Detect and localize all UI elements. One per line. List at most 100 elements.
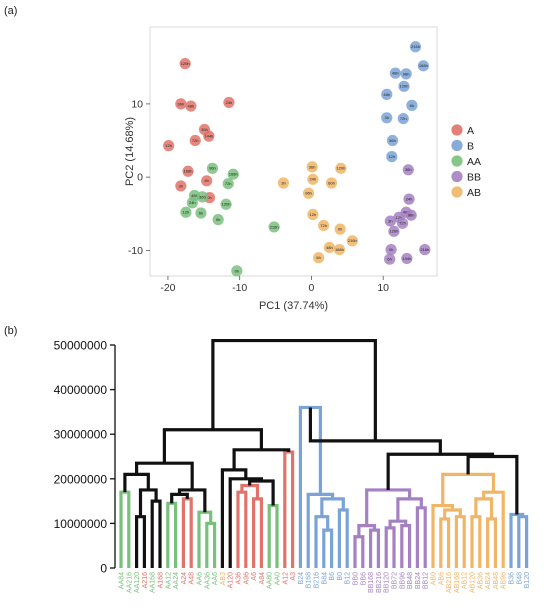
point-label: 168h (335, 247, 344, 252)
dendrogram-link (400, 524, 412, 568)
point-marker (277, 177, 290, 189)
dendrogram-link (135, 515, 146, 568)
dendrogram-link (150, 499, 162, 568)
leaf-label: A24 (181, 572, 188, 585)
data-point-b: 120h (398, 80, 410, 92)
leaf-label: AA6 (212, 572, 219, 585)
point-label: 96h (209, 166, 216, 171)
point-label: 24h (189, 200, 196, 205)
dendrogram-link (322, 528, 334, 568)
point-label: 24h (226, 100, 233, 105)
point-marker (222, 178, 234, 190)
point-label: 3h (179, 183, 183, 188)
point-marker (419, 244, 431, 256)
point-label: 6h (316, 255, 320, 260)
point-label: 96h (178, 101, 185, 106)
dendrogram-link (486, 517, 497, 568)
dendrogram-link (211, 338, 377, 441)
data-point-bb: 216h (419, 244, 431, 256)
point-marker (206, 162, 219, 174)
y-tick-label: 50000000 (54, 339, 108, 353)
data-point-a: 96h (175, 98, 187, 110)
data-point-b: 6h (406, 99, 418, 111)
point-marker (196, 191, 208, 203)
dendrogram-link (166, 501, 178, 568)
point-marker (385, 244, 397, 256)
data-point-a: 12h (163, 140, 175, 152)
point-marker (185, 100, 197, 112)
point-label: 216h (411, 44, 420, 49)
dendrogram-link (384, 526, 396, 568)
data-point-bb: 6h (384, 253, 396, 265)
leaf-label: B216 (314, 572, 321, 588)
data-point-ab: 3h (277, 177, 290, 189)
point-label: 168h (229, 172, 238, 177)
leaf-label: AA84 (119, 572, 126, 589)
leaf-label: BB120 (384, 572, 391, 593)
point-marker (400, 68, 412, 80)
leaf-label: AA12 (165, 572, 172, 589)
data-point-ab: 0h (334, 223, 346, 235)
point-label: 216h (270, 224, 279, 229)
point-label: 48h (188, 103, 195, 108)
dendrogram-link (369, 528, 380, 568)
leaf-label: AB24 (485, 572, 492, 589)
leaf-label: BB72 (392, 572, 399, 589)
point-marker (175, 180, 187, 192)
point-marker (325, 177, 338, 189)
leaf-label: AB6 (438, 572, 445, 585)
dendrogram-link (439, 517, 451, 568)
x-axis-title: PC1 (37.74%) (259, 300, 328, 312)
point-marker (203, 130, 215, 142)
point-label: 6h (410, 103, 414, 108)
point-marker (397, 112, 409, 125)
point-marker (384, 253, 396, 265)
data-point-a: 168h (182, 165, 194, 177)
point-marker (346, 235, 358, 247)
point-label: 12h (165, 143, 172, 148)
point-marker (386, 134, 399, 147)
point-marker (182, 165, 194, 177)
point-marker (163, 140, 175, 152)
point-marker (417, 60, 429, 72)
point-marker (398, 80, 410, 92)
y-tick-label: 40000000 (54, 383, 108, 397)
data-point-a: 120h (179, 58, 191, 70)
point-marker (396, 217, 409, 229)
y-tick-label: 30000000 (54, 428, 108, 442)
point-label: 60h (328, 180, 335, 185)
leaf-label: BB96 (399, 572, 406, 589)
leaf-label: AB3 (220, 572, 227, 585)
point-label: 6h (387, 257, 391, 262)
data-point-ab: 48h (323, 241, 335, 254)
point-label: 36h (389, 138, 396, 143)
legend-label: B (467, 141, 474, 153)
point-label: 168h (419, 63, 428, 68)
y-tick-label: 10 (131, 98, 143, 110)
leaf-label: A48 (189, 572, 196, 585)
x-tick-label: -20 (160, 282, 175, 294)
point-marker (268, 221, 280, 233)
leaf-label: A6 (251, 572, 258, 581)
data-point-b: 72h (397, 112, 409, 125)
point-label: 72h (225, 181, 232, 186)
point-label: 3h (388, 218, 392, 223)
dendrogram-link (181, 497, 193, 568)
point-label: 12h (310, 212, 317, 217)
data-point-aa: 168h (227, 168, 239, 180)
leaf-label: A84 (259, 572, 266, 585)
point-marker (334, 223, 346, 235)
point-marker (306, 161, 318, 173)
point-label: 24h (406, 197, 413, 202)
leaf-label: A96 (243, 572, 250, 585)
leaf-label: B36 (509, 572, 516, 585)
leaf-label: A168 (158, 572, 165, 588)
point-label: 0h (216, 217, 220, 222)
leaf-label: A120 (228, 572, 235, 588)
leaf-label: AA36 (204, 572, 211, 589)
point-marker (323, 241, 335, 254)
data-point-a: 6h (201, 175, 213, 187)
point-marker (313, 252, 325, 264)
point-label: 36h (405, 167, 412, 172)
